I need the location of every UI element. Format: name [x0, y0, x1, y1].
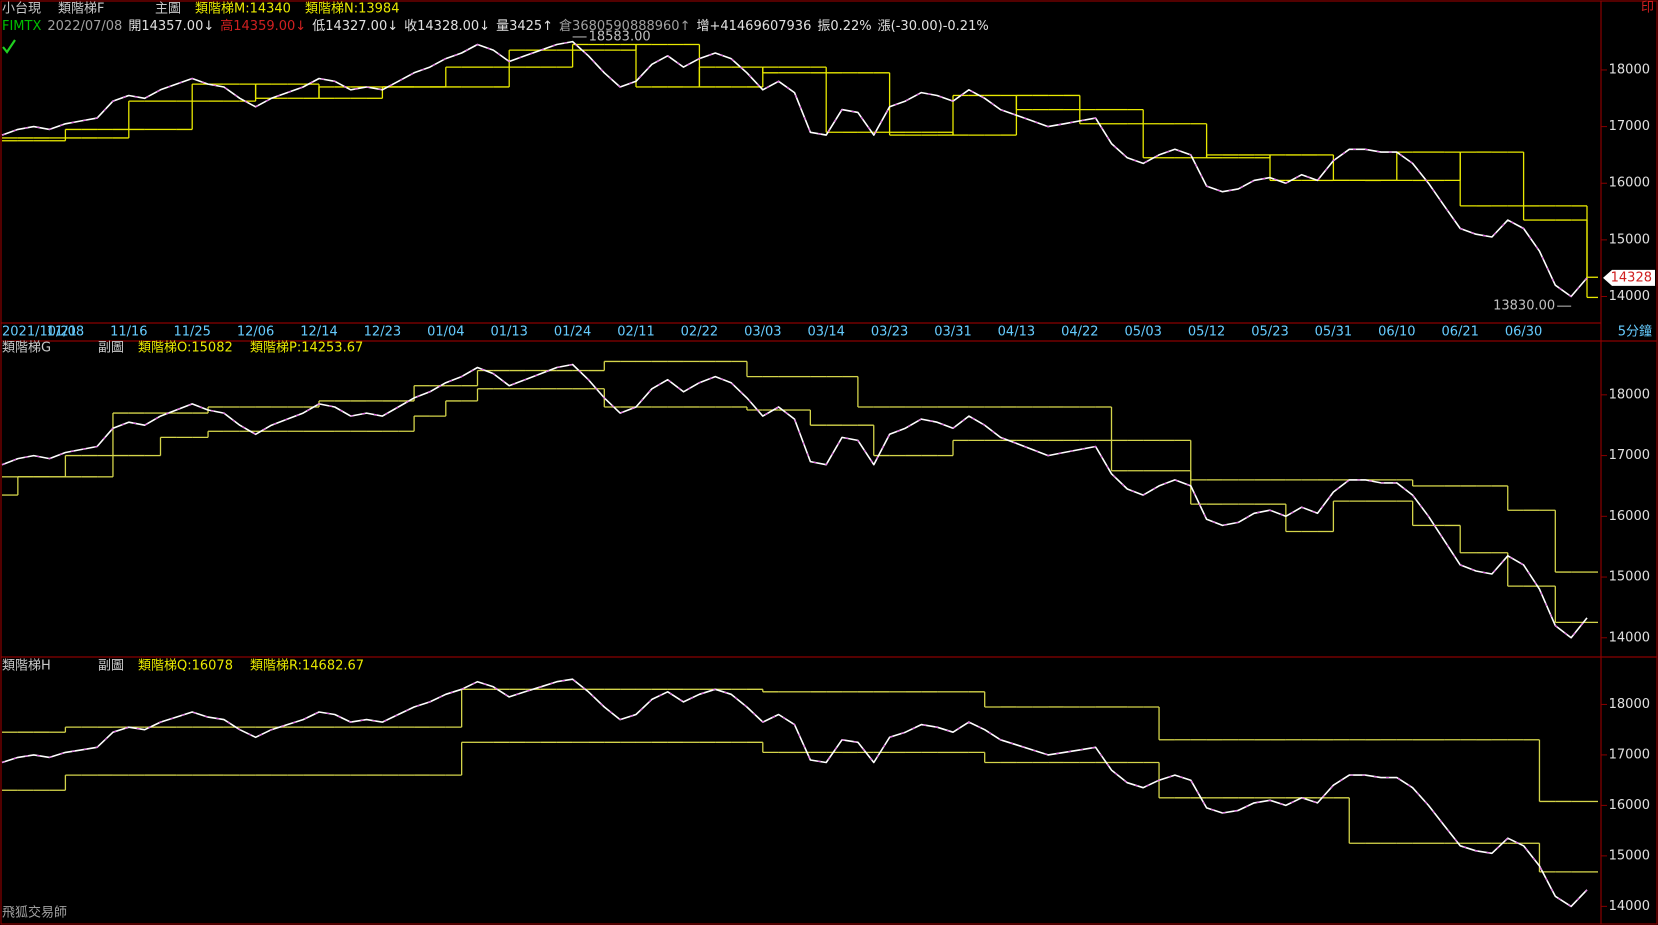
y-tick-label: 14000	[1609, 899, 1650, 914]
quote-field: 量3425↑	[496, 19, 553, 34]
legend-entry: 類階梯N:13984	[305, 2, 399, 17]
pane-title: 類階梯H	[2, 659, 51, 674]
x-tick-label: 11/08	[47, 325, 84, 340]
x-tick-label: 03/14	[807, 325, 844, 340]
y-tick-label: 17000	[1609, 747, 1650, 762]
check-icon	[2, 39, 16, 54]
pane-title: 類階梯F	[58, 2, 104, 17]
price-line-accent	[1, 678, 1588, 907]
last-price-label: 14328	[1611, 270, 1652, 285]
pane-subtitle: 副圖	[98, 659, 124, 674]
x-tick-label: 01/13	[490, 325, 527, 340]
y-tick-label: 16000	[1609, 509, 1650, 524]
legend-entry: 類階梯P:14253.67	[250, 341, 363, 356]
footer: 飛狐交易師	[2, 905, 67, 921]
product-name: 小台現	[2, 2, 41, 17]
pane-subtitle: 主圖	[155, 2, 181, 17]
x-tick-label: 06/30	[1505, 325, 1542, 340]
quote-field: 開14357.00↓	[128, 19, 214, 34]
last-price-marker	[1603, 269, 1655, 286]
y-tick-label: 14000	[1609, 289, 1650, 304]
legend-entry: 類階梯R:14682.67	[250, 659, 364, 674]
y-tick-label: 18000	[1609, 387, 1650, 402]
y-tick-label: 15000	[1609, 570, 1650, 585]
y-tick-label: 15000	[1609, 848, 1650, 863]
price-line-accent	[1, 41, 1588, 298]
x-tick-label: 05/03	[1124, 325, 1161, 340]
quote-line: FIMTX 2022/07/08 開14357.00↓ 高14359.00↓ 低1432…	[2, 18, 989, 34]
legend-entry: 類階梯M:14340	[195, 2, 291, 17]
quote-field: FIMTX	[2, 19, 41, 34]
quote-field: 增+41469607936	[696, 19, 811, 34]
x-tick-label: 03/23	[871, 325, 908, 340]
y-tick-label: 15000	[1609, 232, 1650, 247]
y-tick-label: 17000	[1609, 119, 1650, 134]
x-tick-label: 03/31	[934, 325, 971, 340]
x-tick-label: 11/25	[173, 325, 210, 340]
x-tick-label: 05/12	[1188, 325, 1225, 340]
x-tick-label: 05/23	[1251, 325, 1288, 340]
x-tick-label: 2021/10/21	[2, 325, 77, 340]
x-tick-label: 02/22	[681, 325, 718, 340]
x-tick-label: 04/22	[1061, 325, 1098, 340]
x-tick-label: 02/11	[617, 325, 654, 340]
quote-field: 振0.22%	[817, 19, 871, 34]
quote-field: 2022/07/08	[47, 19, 122, 34]
quote-field: 低14327.00↓	[312, 19, 398, 34]
x-tick-label: 01/04	[427, 325, 464, 340]
y-tick-label: 16000	[1609, 798, 1650, 813]
x-tick-label: 12/06	[237, 325, 274, 340]
pane-title: 類階梯G	[2, 341, 51, 356]
y-tick-label: 18000	[1609, 697, 1650, 712]
x-tick-label: 05/31	[1315, 325, 1352, 340]
x-axis-unit: 5分鐘	[1618, 324, 1652, 340]
x-tick-label: 12/23	[364, 325, 401, 340]
pane-subtitle: 副圖	[98, 341, 124, 356]
x-tick-label: 11/16	[110, 325, 147, 340]
y-tick-label: 17000	[1609, 448, 1650, 463]
x-tick-label: 04/13	[998, 325, 1035, 340]
x-tick-label: 06/10	[1378, 325, 1415, 340]
x-tick-label: 01/24	[554, 325, 591, 340]
y-tick-label: 18000	[1609, 62, 1650, 77]
annotation-label: 13830.00	[1493, 299, 1555, 314]
quote-field: 收14328.00↓	[404, 19, 490, 34]
x-tick-label: 03/03	[744, 325, 781, 340]
y-tick-label: 16000	[1609, 176, 1650, 191]
quote-field: 漲(-30.00)-0.21%	[878, 19, 989, 34]
legend-entry: 類階梯Q:16078	[138, 659, 233, 674]
price-line-accent	[1, 364, 1588, 639]
x-tick-label: 12/14	[300, 325, 337, 340]
logo: 印	[1641, 1, 1654, 16]
legend-entry: 類階梯O:15082	[138, 341, 233, 356]
y-tick-label: 14000	[1609, 630, 1650, 645]
quote-field: 倉3680590888960↑	[559, 19, 690, 34]
quote-field: 高14359.00↓	[220, 18, 306, 34]
x-tick-label: 06/21	[1441, 325, 1478, 340]
annotation-label: 18583.00	[589, 29, 651, 44]
